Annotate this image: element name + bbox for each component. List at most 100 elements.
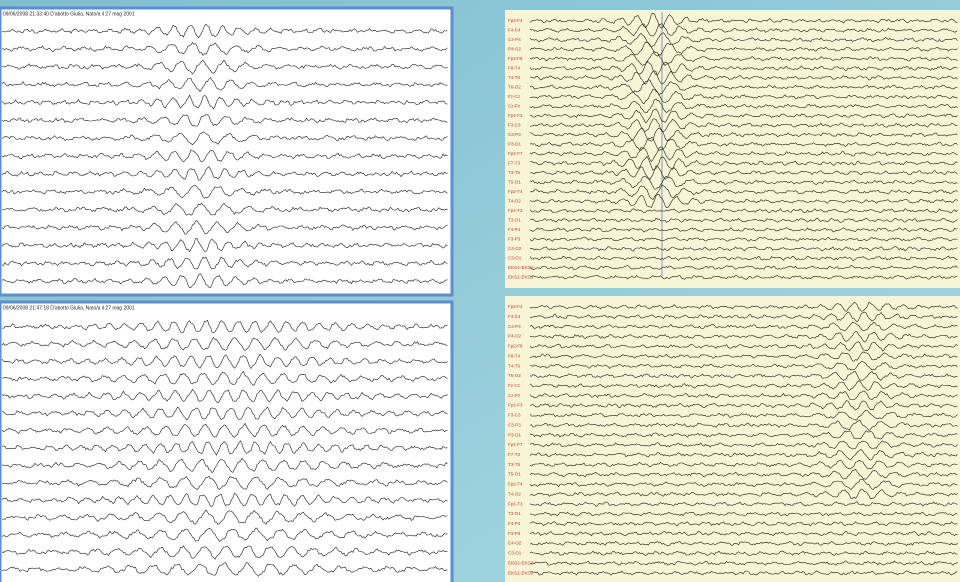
channel-label: T5-O1 [508, 179, 521, 184]
eeg-trace [529, 274, 958, 280]
eeg-trace [529, 79, 958, 96]
eeg-trace [529, 118, 958, 132]
eeg-trace [529, 60, 958, 76]
channel-label: T5-O1 [508, 472, 521, 477]
eeg-trace [1, 562, 448, 577]
channel-label: F7-T3 [508, 160, 520, 165]
eeg-trace [529, 175, 958, 190]
eeg-trace [529, 246, 958, 252]
eeg-trace [529, 440, 958, 450]
channel-label: F3-P3 [508, 531, 521, 536]
channel-label: F8-T4 [508, 353, 520, 358]
eeg-trace [529, 127, 958, 142]
channel-label: C4-O2 [508, 246, 522, 251]
channel-label: Fp2-F4 [508, 304, 523, 309]
channel-label: Fp2-T4 [508, 482, 523, 487]
eeg-trace [1, 42, 448, 56]
eeg-trace [529, 361, 958, 371]
channel-label: T4-T6 [508, 363, 520, 368]
channel-label: F4-C4 [508, 27, 521, 32]
eeg-trace [529, 321, 958, 332]
eeg-trace [529, 459, 958, 470]
channel-label: P4-O2 [508, 334, 522, 339]
eeg-trace [529, 511, 958, 517]
channel-label: P3-O1 [508, 141, 522, 146]
eeg-trace [529, 12, 958, 29]
eeg-trace [1, 527, 448, 542]
channel-label: F8-T4 [508, 65, 520, 70]
channel-label: C3-P3 [508, 422, 521, 427]
channel-label: Fp2-F4 [508, 18, 523, 23]
channel-label: EKG1-EKG2 [508, 274, 534, 279]
eeg-trace [529, 488, 958, 500]
eeg-trace [529, 341, 958, 352]
eeg-trace [529, 430, 958, 440]
eeg-trace [1, 509, 448, 525]
eeg-trace [529, 32, 958, 48]
eeg-trace [529, 193, 958, 209]
eeg-trace [529, 146, 958, 163]
eeg-trace [529, 478, 958, 490]
panel-header: 09/06/2008 21:47:18 D'abotto Giulia, Nat… [3, 305, 135, 311]
eeg-trace [1, 422, 448, 438]
eeg-trace [529, 236, 958, 242]
channel-label: Fz-Cz [508, 94, 521, 99]
eeg-trace [529, 41, 958, 57]
eeg-trace [1, 440, 448, 456]
channel-label: C3-P3 [508, 132, 521, 137]
eeg-trace [529, 265, 958, 271]
eeg-trace [1, 59, 448, 75]
eeg-trace [529, 255, 958, 261]
eeg-trace [1, 273, 448, 289]
eeg-trace [529, 560, 958, 566]
eeg-trace [529, 390, 958, 400]
panel-header: 09/06/2008 21:33:40 D'abotto Giulia, Nat… [3, 11, 135, 17]
channel-label: Fp2-F8 [508, 344, 523, 349]
channel-label: T6-O2 [508, 84, 521, 89]
eeg-trace [529, 531, 958, 537]
eeg-trace [529, 137, 958, 151]
eeg-trace [529, 351, 958, 362]
eeg-trace [1, 238, 448, 253]
channel-label: Cz-Pz [508, 393, 521, 398]
channel-label: T3-O1 [508, 217, 521, 222]
eeg-trace [1, 388, 448, 404]
eeg-trace [529, 217, 958, 223]
eeg-trace [1, 131, 448, 146]
channel-label: C4-P4 [508, 324, 521, 329]
eeg-trace [529, 108, 958, 124]
eeg-trace [529, 419, 958, 432]
left-top-panel [0, 6, 454, 297]
channel-label: C3-O1 [508, 551, 522, 556]
eeg-trace [1, 492, 448, 507]
eeg-trace [1, 457, 448, 474]
eeg-trace [529, 449, 958, 461]
channel-label: T4-T6 [508, 75, 520, 80]
channel-label: EKG1-EKG2 [508, 570, 534, 575]
channel-label: T3-T5 [508, 462, 520, 467]
channel-label: C3-O1 [508, 255, 522, 260]
eeg-trace [1, 94, 448, 110]
channel-label: EKG1-EKG2 [508, 265, 534, 270]
eeg-trace [1, 370, 448, 386]
eeg-trace [1, 149, 448, 163]
eeg-trace [529, 301, 958, 312]
eeg-trace [529, 521, 958, 527]
eeg-trace [529, 155, 958, 171]
channel-label: Fp1-T3 [508, 501, 523, 506]
eeg-trace [529, 70, 958, 85]
eeg-trace [1, 353, 448, 370]
eeg-trace [1, 23, 448, 39]
eeg-trace [529, 550, 958, 556]
channel-label: Fp2-F8 [508, 56, 523, 61]
channel-label: Fp2-T4 [508, 189, 523, 194]
eeg-trace [529, 400, 958, 411]
eeg-trace [1, 185, 448, 199]
eeg-trace [529, 165, 958, 180]
channel-label: EKG1-EKG2 [508, 560, 534, 565]
channel-label: F4-P4 [508, 227, 521, 232]
channel-label: T6-O2 [508, 373, 521, 378]
channel-label: T3-O1 [508, 511, 521, 516]
